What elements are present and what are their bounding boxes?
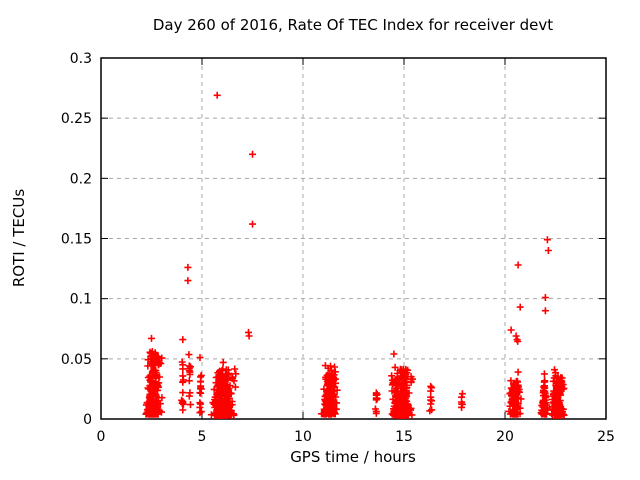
axis-ticks [100, 57, 607, 420]
y-axis-label: ROTI / TECUs [10, 189, 28, 287]
y-tick-label: 0.2 [70, 171, 92, 187]
y-tick-label: 0.05 [61, 352, 92, 368]
chart-title: Day 260 of 2016, Rate Of TEC Index for r… [153, 16, 553, 34]
y-tick-label: 0.25 [61, 111, 92, 127]
gridlines [101, 58, 606, 419]
y-tick-labels: 0 0.05 0.1 0.15 0.2 0.25 0.3 [61, 51, 92, 428]
x-tick-label: 0 [97, 429, 106, 445]
y-tick-label: 0.15 [61, 232, 92, 248]
x-tick-label: 15 [395, 429, 413, 445]
x-tick-label: 20 [496, 429, 514, 445]
x-axis-label: GPS time / hours [290, 448, 416, 466]
scatter-points [142, 91, 568, 419]
x-tick-label: 5 [198, 429, 207, 445]
x-tick-labels: 0 5 10 15 20 25 [97, 429, 615, 445]
y-tick-label: 0 [83, 412, 92, 428]
x-tick-label: 10 [294, 429, 312, 445]
y-tick-label: 0.1 [70, 292, 92, 308]
y-tick-label: 0.3 [70, 51, 92, 67]
x-tick-label: 25 [597, 429, 615, 445]
